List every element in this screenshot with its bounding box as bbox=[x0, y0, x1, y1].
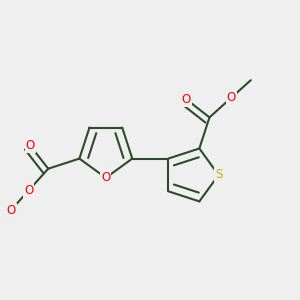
Text: S: S bbox=[215, 168, 222, 182]
Text: O: O bbox=[101, 171, 110, 184]
Text: O: O bbox=[26, 139, 35, 152]
Text: O: O bbox=[6, 203, 16, 217]
Text: O: O bbox=[227, 91, 236, 104]
Text: O: O bbox=[182, 93, 191, 106]
Text: O: O bbox=[24, 184, 33, 197]
